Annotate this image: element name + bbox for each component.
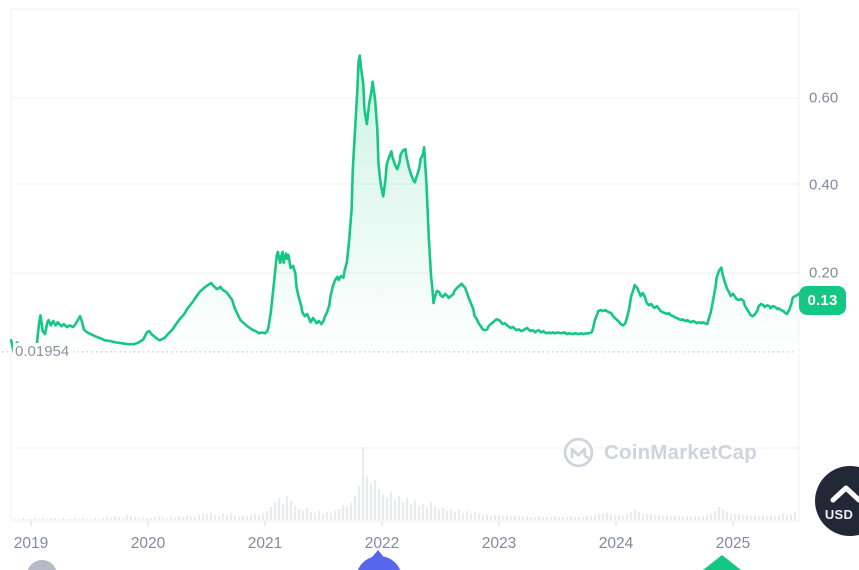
current-price-badge: 0.13 [799,286,846,315]
x-axis-year-label: 2022 [364,535,400,552]
green-triangle-decoration [703,555,741,570]
all-time-low-label: 0.01954 [13,343,74,361]
x-axis-year-label: 2020 [130,535,166,552]
gray-circle-decoration [27,560,57,570]
x-axis-year-label: 2024 [598,535,634,552]
blue-mascot-spike [369,550,387,561]
usd-button-label: USD [824,507,854,522]
x-axis-year-label: 2023 [481,535,517,552]
x-axis-year-label: 2019 [13,535,49,552]
chevron-up-icon [830,485,859,503]
x-axis-year-label: 2025 [715,535,751,552]
scroll-top-currency-button[interactable]: USD [815,466,859,536]
blue-mascot-decoration [356,556,402,570]
y-axis-tick-label: 0.20 [809,264,839,282]
y-axis-tick-label: 0.60 [809,89,839,107]
x-axis-year-label: 2021 [247,535,283,552]
y-axis-tick-label: 0.40 [809,176,839,194]
